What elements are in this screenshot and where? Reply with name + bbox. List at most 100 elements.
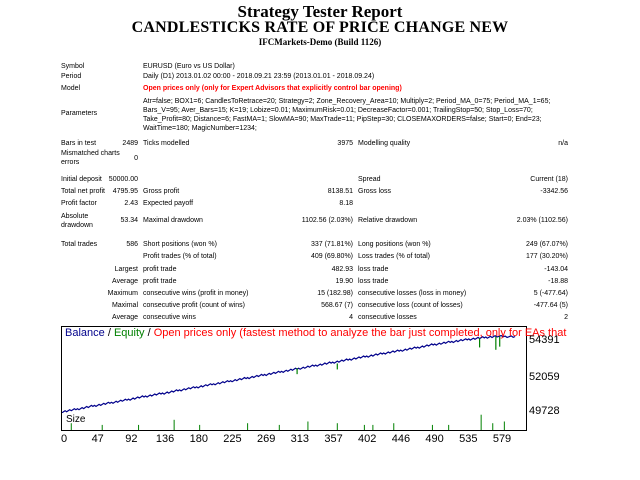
initial-deposit-label: Initial deposit: [61, 176, 102, 183]
x-tick-label: 225: [223, 433, 242, 445]
total-trades-label: Total trades: [61, 241, 98, 248]
gross-profit-value: 8138.51: [327, 188, 353, 195]
balance-chart: Balance / Equity / Open prices only (fas…: [61, 326, 566, 414]
average-loss-trade-label: loss trade: [358, 278, 389, 285]
modelling-quality-label: Modelling quality: [358, 140, 411, 147]
chart-legend: Balance / Equity / Open prices only (fas…: [65, 327, 566, 339]
average2-label: Average: [112, 314, 138, 321]
expected-payoff-value: 8.18: [339, 200, 353, 207]
profit-trades-label: Profit trades (% of total): [143, 253, 217, 260]
x-tick-label: 180: [189, 433, 208, 445]
mismatched-label: Mismatched charts errors: [61, 150, 120, 166]
maximum-label: Maximum: [107, 290, 138, 297]
modelling-quality-value: n/a: [558, 140, 568, 147]
x-tick-label: 136: [155, 433, 175, 445]
size-plot: [70, 414, 505, 430]
x-tick-label: 269: [256, 433, 276, 445]
profit-factor-label: Profit factor: [61, 200, 97, 207]
largest-profit-trade-value: 482.93: [331, 266, 353, 273]
spread-value: Current (18): [530, 176, 568, 183]
x-tick-label: 446: [391, 433, 411, 445]
absolute-drawdown-value: 53.34: [120, 217, 138, 224]
expected-payoff-label: Expected payoff: [143, 200, 194, 207]
maximal-drawdown-label: Maximal drawdown: [143, 217, 203, 224]
total-net-profit-value: 4795.95: [112, 188, 138, 195]
cons-losses-money-label: consecutive losses (loss in money): [358, 290, 467, 297]
relative-drawdown-label: Relative drawdown: [358, 217, 418, 224]
parameters-label: Parameters: [61, 110, 98, 117]
size-panel: Size: [61, 413, 527, 431]
loss-trades-value: 177 (30.20%): [525, 253, 568, 260]
y-tick-label: 54391: [529, 334, 560, 346]
largest-loss-trade-label: loss trade: [358, 266, 389, 273]
initial-deposit-value: 50000.00: [108, 176, 138, 183]
cons-profit-count-label: consecutive profit (count of wins): [143, 302, 245, 309]
mismatched-value: 0: [134, 155, 138, 162]
spread-label: Spread: [358, 176, 381, 183]
avg-cons-losses-value: 2: [564, 314, 568, 321]
largest-label: Largest: [114, 266, 138, 273]
symbol-value: EURUSD (Euro vs US Dollar): [143, 63, 235, 70]
y-tick-label: 49728: [529, 405, 560, 417]
average-loss-trade-value: -18.88: [548, 278, 568, 285]
relative-drawdown-value: 2.03% (1102.56): [516, 217, 568, 224]
short-positions-value: 337 (71.81%): [310, 241, 353, 248]
legend-model-note: Open prices only (fastest method to anal…: [153, 327, 567, 339]
avg-cons-wins-label: consecutive wins: [143, 314, 196, 321]
balance-line: [62, 334, 516, 413]
parameters-value: Atr=false; BOX1=6; CandlesToRetrace=20; …: [143, 98, 551, 132]
long-positions-label: Long positions (won %): [358, 241, 431, 248]
average-profit-trade-label: profit trade: [143, 278, 177, 285]
y-tick-label: 52059: [529, 371, 560, 383]
legend-balance: Balance: [65, 327, 105, 339]
bars-in-test-label: Bars in test: [61, 140, 97, 147]
cons-wins-money-value: 15 (182.98): [317, 290, 353, 297]
x-tick-label: 535: [459, 433, 478, 445]
bars-in-test-value: 2489: [122, 140, 138, 147]
total-net-profit-label: Total net profit: [61, 188, 105, 195]
x-tick-label: 357: [324, 433, 343, 445]
report-title: Strategy Tester Report: [237, 2, 403, 21]
maximal-drawdown-value: 1102.56 (2.03%): [301, 217, 353, 224]
absolute-drawdown-label: Absolute drawdown: [61, 213, 93, 229]
avg-cons-losses-label: consecutive losses: [358, 314, 417, 321]
average-profit-trade-value: 19.90: [335, 278, 353, 285]
size-label: Size: [66, 414, 86, 425]
cons-wins-money-label: consecutive wins (profit in money): [143, 290, 249, 297]
x-tick-label: 579: [492, 433, 512, 445]
period-value: Daily (D1) 2013.01.02 00:00 - 2018.09.21…: [143, 73, 375, 80]
model-value: Open prices only (only for Expert Adviso…: [143, 85, 402, 92]
x-tick-label: 47: [91, 433, 104, 445]
total-trades-value: 586: [126, 241, 138, 248]
symbol-label: Symbol: [61, 63, 85, 70]
ticks-modelled-label: Ticks modelled: [143, 140, 190, 147]
legend-sep-2: /: [144, 327, 154, 339]
ticks-modelled-value: 3975: [337, 140, 353, 147]
gross-profit-label: Gross profit: [143, 188, 180, 195]
x-tick-label: 92: [125, 433, 138, 445]
long-positions-value: 249 (67.07%): [525, 241, 568, 248]
legend-sep-1: /: [104, 327, 114, 339]
cons-loss-count-label: consecutive loss (count of losses): [358, 302, 463, 309]
x-tick-label: 402: [358, 433, 377, 445]
x-tick-label: 0: [60, 433, 68, 445]
largest-loss-trade-value: -143.04: [544, 266, 568, 273]
avg-cons-wins-value: 4: [349, 314, 353, 321]
loss-trades-label: Loss trades (% of total): [358, 253, 430, 260]
cons-losses-money-value: 5 (-477.64): [533, 290, 568, 297]
legend-equity: Equity: [113, 327, 145, 339]
balance-chart-plot: [62, 334, 516, 413]
profit-trades-value: 409 (69.80%): [310, 253, 353, 260]
gross-loss-value: -3342.56: [540, 188, 568, 195]
largest-profit-trade-label: profit trade: [143, 266, 177, 273]
report-subtitle: CANDLESTICKS RATE OF PRICE CHANGE NEW: [131, 19, 509, 36]
x-tick-label: 313: [290, 433, 310, 445]
profit-factor-value: 2.43: [124, 200, 138, 207]
maximal-label: Maximal: [111, 302, 138, 309]
x-tick-label: 490: [425, 433, 444, 445]
average-label: Average: [112, 278, 138, 285]
model-label: Model: [61, 85, 81, 92]
gross-loss-label: Gross loss: [358, 188, 392, 195]
short-positions-label: Short positions (won %): [143, 241, 217, 248]
cons-profit-count-value: 568.67 (7): [321, 302, 353, 309]
